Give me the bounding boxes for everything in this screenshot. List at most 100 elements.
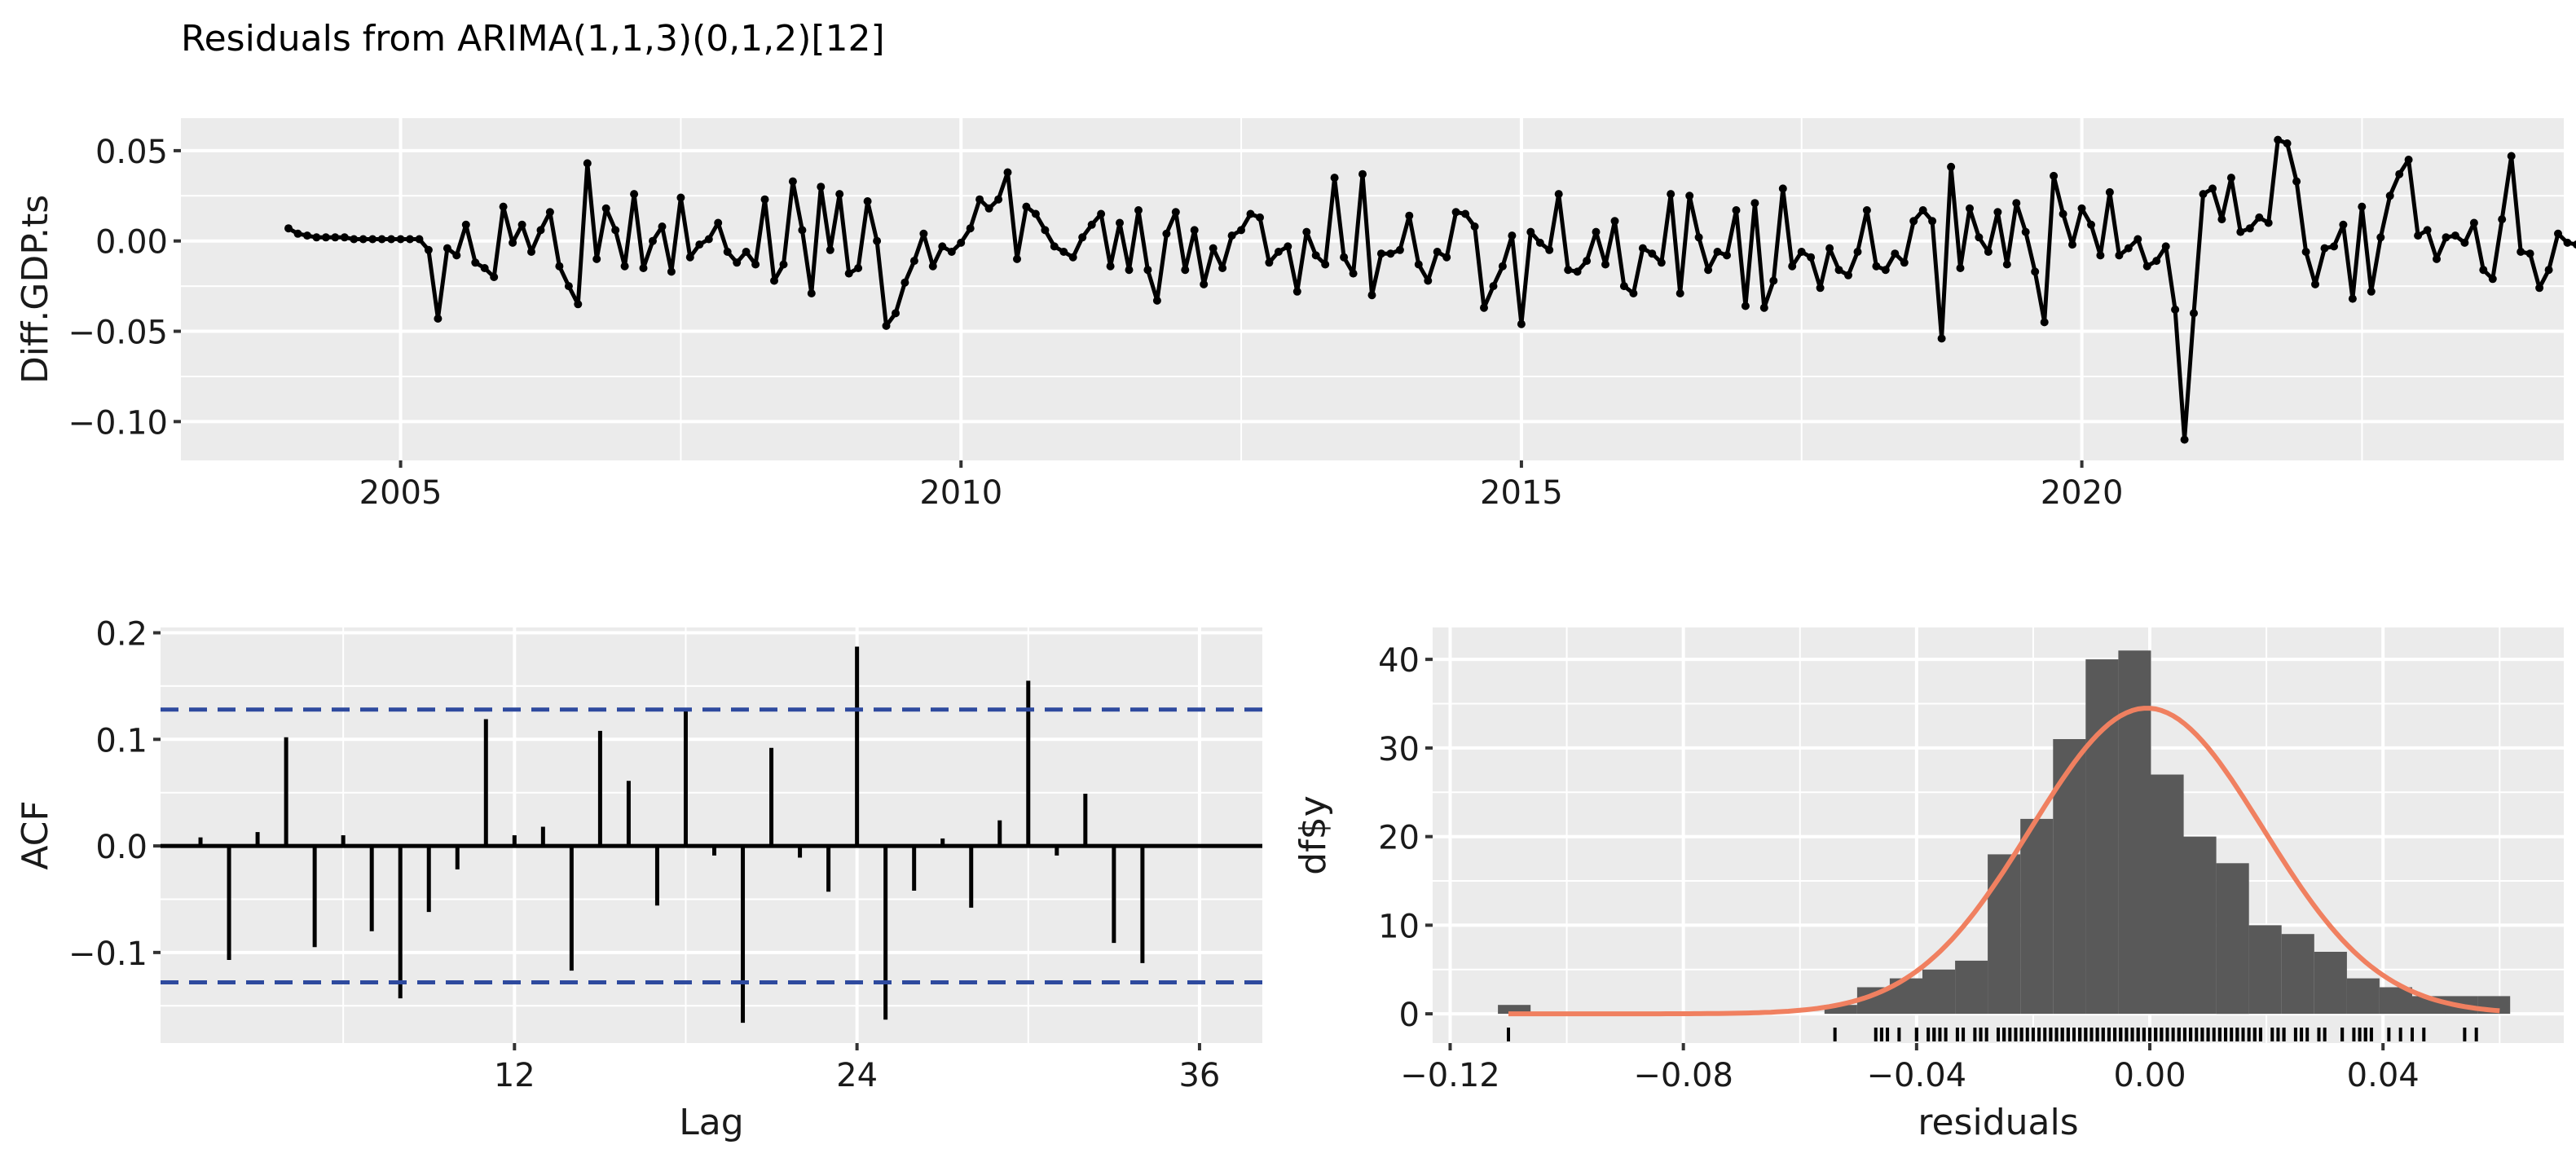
residual-point <box>1237 226 1245 235</box>
residual-point <box>545 208 554 217</box>
residual-point <box>1246 209 1255 218</box>
residual-point <box>1694 233 1703 242</box>
residual-point <box>685 253 694 262</box>
residual-point <box>1451 208 1460 217</box>
chart-title: Residuals from ARIMA(1,1,3)(0,1,2)[12] <box>181 18 885 59</box>
residual-point <box>2385 191 2394 200</box>
residual-point <box>1975 233 1984 242</box>
residual-point <box>2535 284 2544 293</box>
histogram-bar <box>2216 863 2249 1015</box>
residual-point <box>714 218 723 227</box>
residual-point <box>1741 302 1750 310</box>
residual-point <box>975 195 984 204</box>
residual-point <box>1125 266 1134 275</box>
residual-point <box>1498 262 1507 271</box>
residual-point <box>2498 215 2507 224</box>
residual-point <box>1050 242 1059 251</box>
residual-point <box>2245 224 2254 233</box>
residual-point <box>2012 199 2021 208</box>
residual-point <box>900 278 909 287</box>
residual-point <box>1116 218 1124 227</box>
y-tick-label: 40 <box>1378 642 1420 680</box>
residual-point <box>1265 258 1274 267</box>
residual-point <box>2469 218 2478 227</box>
residual-point <box>1003 168 1012 177</box>
residual-point <box>1200 280 1209 288</box>
histogram-bar <box>2020 818 2054 1015</box>
residual-point <box>1470 222 1479 231</box>
residual-point <box>835 190 844 199</box>
residual-point <box>1554 190 1563 199</box>
residual-point <box>2451 231 2459 240</box>
residual-point <box>863 197 872 205</box>
residual-point <box>723 248 732 256</box>
residual-point <box>1928 217 1937 226</box>
residual-point <box>1947 162 1956 171</box>
density-curve <box>1508 706 2500 1017</box>
residual-point <box>966 224 975 233</box>
residual-point <box>2348 294 2357 303</box>
residual-point <box>957 238 966 247</box>
residual-point <box>461 220 470 229</box>
residual-point <box>490 273 499 281</box>
residual-point <box>1013 254 1021 263</box>
x-axis-label: Lag <box>679 1102 743 1143</box>
residual-point <box>2115 251 2124 260</box>
residual-point <box>2554 229 2562 238</box>
residual-point <box>1302 227 1311 236</box>
residual-point <box>1358 169 1367 178</box>
residual-point <box>620 262 629 271</box>
residual-point <box>2152 257 2161 266</box>
residual-point <box>1508 231 1517 240</box>
residual-point <box>1489 282 1498 291</box>
residual-point <box>2460 238 2469 247</box>
residual-point <box>350 235 359 244</box>
histogram-bar <box>2183 836 2217 1015</box>
y-tick-label: −0.1 <box>68 935 148 973</box>
x-axis-label: residuals <box>1918 1102 2078 1143</box>
residual-point <box>2124 244 2133 253</box>
residual-point <box>2050 171 2059 180</box>
residual-point <box>854 264 863 272</box>
histogram-bar <box>2314 952 2347 1015</box>
y-tick-label: 0 <box>1399 997 1420 1034</box>
residual-point <box>1181 266 1190 275</box>
histogram-bar <box>1955 960 1988 1015</box>
residual-point <box>760 195 769 204</box>
residual-point <box>2171 305 2180 314</box>
residual-point <box>2376 233 2385 242</box>
residual-point <box>1143 266 1152 275</box>
residual-point <box>817 183 826 191</box>
residual-point <box>1218 264 1227 272</box>
residual-point <box>798 226 807 235</box>
residual-point <box>377 235 386 244</box>
residual-point <box>2142 262 2151 271</box>
x-tick-label: 2010 <box>919 474 1002 512</box>
residual-point <box>452 251 461 260</box>
residual-point <box>1292 287 1301 296</box>
residual-point <box>1956 264 1965 272</box>
residual-point <box>1442 253 1451 262</box>
residual-point <box>1349 269 1358 278</box>
x-tick-label: 0.04 <box>2347 1057 2420 1094</box>
residual-point <box>2433 254 2441 263</box>
residual-point <box>1395 245 1404 254</box>
residual-point <box>2208 184 2217 193</box>
residual-point <box>2059 209 2067 218</box>
residual-point <box>2507 152 2516 161</box>
residual-point <box>1190 226 1199 235</box>
residual-point <box>555 262 564 271</box>
residual-point <box>1844 271 1852 280</box>
residual-point <box>2525 249 2534 258</box>
residual-point <box>1592 227 1601 236</box>
residual-point <box>1386 249 1395 258</box>
residual-point <box>807 289 816 297</box>
residual-point <box>2572 240 2576 249</box>
residual-point <box>2068 240 2076 249</box>
residual-point <box>1461 209 1470 218</box>
residual-point <box>368 235 377 244</box>
residual-point <box>293 229 302 238</box>
residual-point <box>499 202 508 211</box>
x-tick-label: 2015 <box>1480 474 1563 512</box>
